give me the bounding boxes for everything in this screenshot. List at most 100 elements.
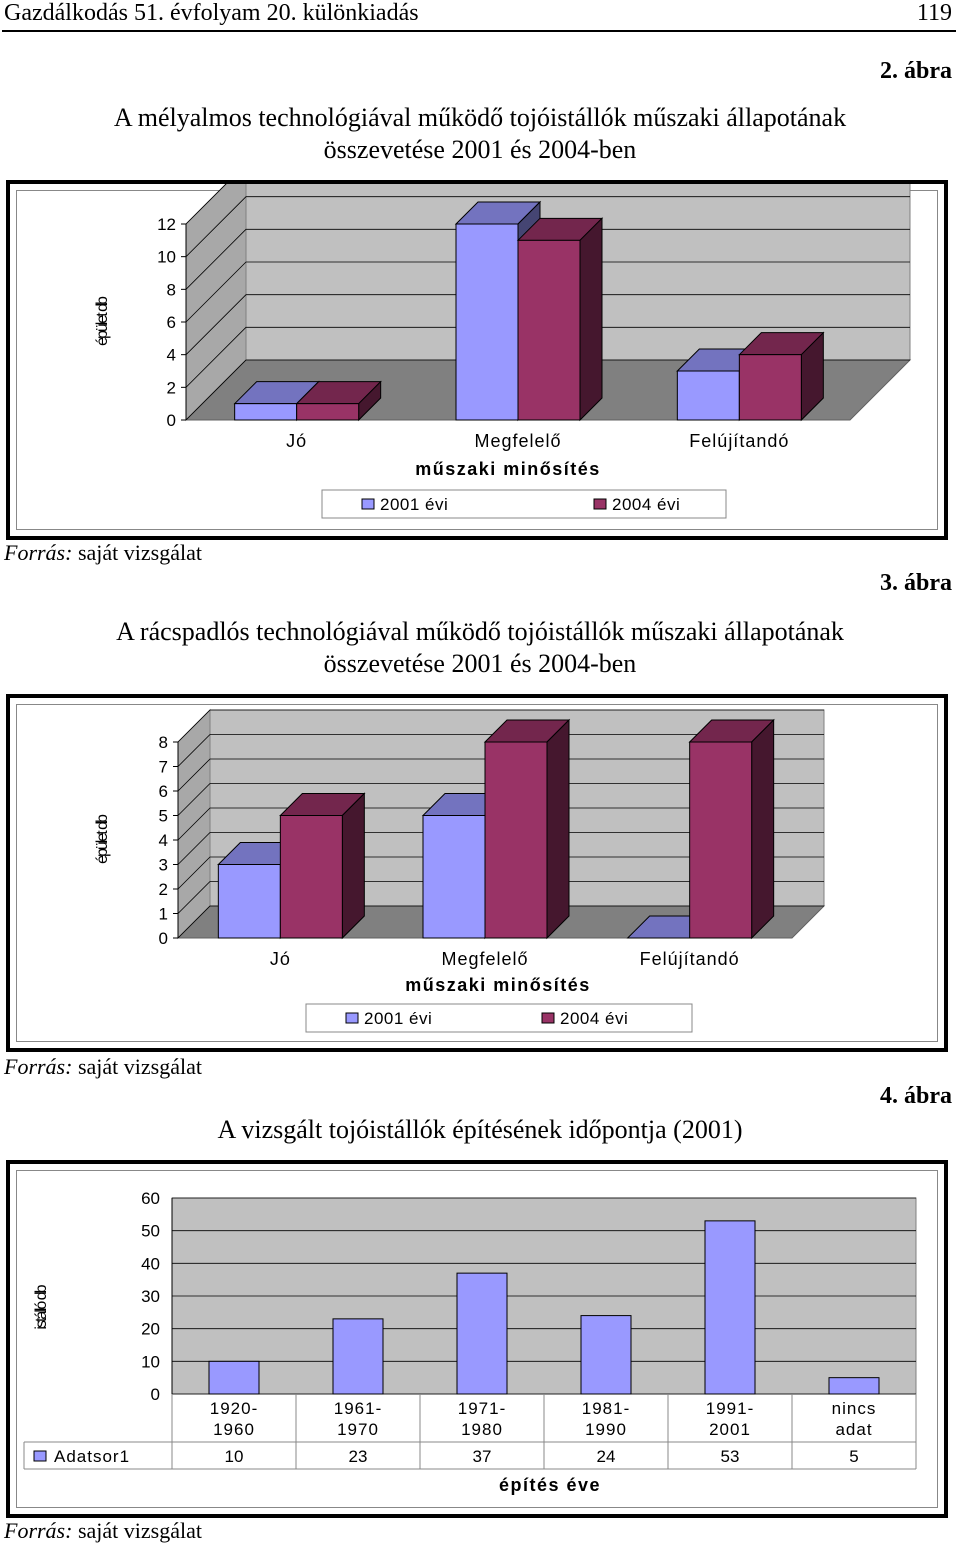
gridline [177,709,824,743]
bar [517,239,581,421]
gridline [177,758,824,792]
gridline [177,881,824,914]
x-category-label: 1960 [213,1420,255,1439]
gridline [185,228,910,290]
page-number: 119 [916,0,952,26]
journal-title: Gazdálkodás 51. évfolyam 20. különkiadás [4,0,419,26]
source-prefix: Forrás: [4,1054,73,1079]
gridline [185,294,910,355]
y-axis-title: épület db [94,814,111,864]
figure-title-line: A mélyalmos technológiával működő tojóis… [113,103,847,132]
figure-title-line: összevetése 2001 és 2004-ben [323,135,637,164]
figure-source: Forrás: saját vizsgálat [4,1518,202,1544]
x-category-label: 1970 [337,1420,379,1439]
x-axis-title: építés éve [499,1475,601,1495]
figure-label: 2. ábra [880,58,952,84]
gridline [185,261,910,323]
y-tick-label: 40 [141,1254,160,1273]
x-axis-title: műszaki minősítés [415,459,601,479]
legend-box [321,489,727,519]
y-tick-label: 10 [141,1352,160,1371]
y-tick-label: 8 [159,733,168,752]
gridline [177,856,824,890]
y-tick-label: 2 [159,880,168,899]
chart-area-border [16,1170,938,1508]
x-category-label: Felújítandó [640,949,740,969]
legend-label: Adatsor1 [54,1447,130,1466]
legend-label: 2004 évi [612,495,680,514]
x-category-label: Megfelelő [474,431,561,451]
legend-label: 2001 évi [380,495,448,514]
chart-1: 0 2 4 6 8 10 12 Jó Megfelelő Felújítandó műszaki m… [94,184,912,519]
chart-area-border [16,704,938,1042]
source-text: saját vizsgálat [72,1054,202,1079]
y-tick-label: 8 [167,280,176,299]
legend-swatch [33,1450,47,1462]
figure-source: Forrás: saját vizsgálat [4,540,202,566]
source-text: saját vizsgálat [72,540,202,565]
x-category-label: Jó [286,431,307,451]
y-axis-title: istálló db [33,1284,50,1329]
y-tick-label: 0 [151,1385,160,1404]
x-category-label: Megfelelő [441,949,528,969]
bar [296,403,360,421]
gridline [185,326,910,388]
chart-frame: 0 1 2 3 4 5 6 7 8 Jó Megfelelő Felújítandó műszaki m… [6,694,948,1052]
figure-title-line: összevetése 2001 és 2004-ben [323,649,637,678]
figure-title-line: A vizsgált tojóistállók építésének időpo… [217,1115,743,1144]
chart-frame: 0 2 4 6 8 10 12 Jó Megfelelő Felújítandó műszaki m… [6,180,948,540]
x-category-label: 1991- [706,1399,754,1418]
y-tick-label: 10 [157,248,176,267]
y-tick-label: 30 [141,1287,160,1306]
gridline [177,832,824,865]
bar [676,370,740,421]
figure-label: 3. ábra [880,570,952,596]
bar [455,223,519,421]
y-tick-label: 20 [141,1320,160,1339]
legend-swatch [593,498,607,510]
legend-swatch [345,1012,359,1024]
gridline [185,196,910,257]
gridline [177,905,824,939]
chart-frame: 0 10 20 30 40 50 60 istálló db 1920- 1960 1961- 197… [6,1160,948,1518]
x-category-label: 1961- [334,1399,382,1418]
gridline [177,807,824,841]
bar [234,403,298,421]
y-tick-label: 12 [157,215,176,234]
source-text: saját vizsgálat [72,1518,202,1543]
x-category-label: adat [835,1420,872,1439]
bar [828,1377,880,1395]
x-category-label: 1980 [461,1420,503,1439]
table-value: 5 [849,1447,858,1466]
table-value: 24 [597,1447,616,1466]
legend-label: 2004 évi [560,1009,628,1028]
x-axis-title: műszaki minősítés [405,975,591,995]
y-tick-label: 50 [141,1222,160,1241]
chart-2: 0 1 2 3 4 5 6 7 8 Jó Megfelelő Felújítandó műszaki m… [94,708,826,1033]
figure-title: A rácspadlós technológiával működő tojói… [0,616,960,680]
bar [689,741,753,939]
y-tick-label: 0 [167,411,176,430]
x-category-label: Jó [270,949,291,969]
y-tick-label: 2 [167,378,176,397]
x-category-label: 2001 [709,1420,751,1439]
figure-label: 4. ábra [880,1083,952,1109]
x-category-label: 1920- [210,1399,258,1418]
bar [738,354,802,421]
figure-title: A mélyalmos technológiával működő tojóis… [0,102,960,166]
gridline [177,783,824,816]
table-value: 23 [349,1447,368,1466]
legend-box [305,1003,693,1033]
y-tick-label: 7 [159,758,168,777]
bar-side [341,792,365,940]
legend-swatch [361,498,375,510]
y-tick-label: 60 [141,1189,160,1208]
table-value: 37 [473,1447,492,1466]
table-value: 53 [721,1447,740,1466]
y-tick-label: 3 [159,856,168,875]
bar [332,1318,384,1395]
y-tick-label: 4 [159,831,168,850]
bar [580,1315,632,1395]
y-tick-label: 1 [159,905,168,924]
x-category-label: nincs [832,1399,877,1418]
